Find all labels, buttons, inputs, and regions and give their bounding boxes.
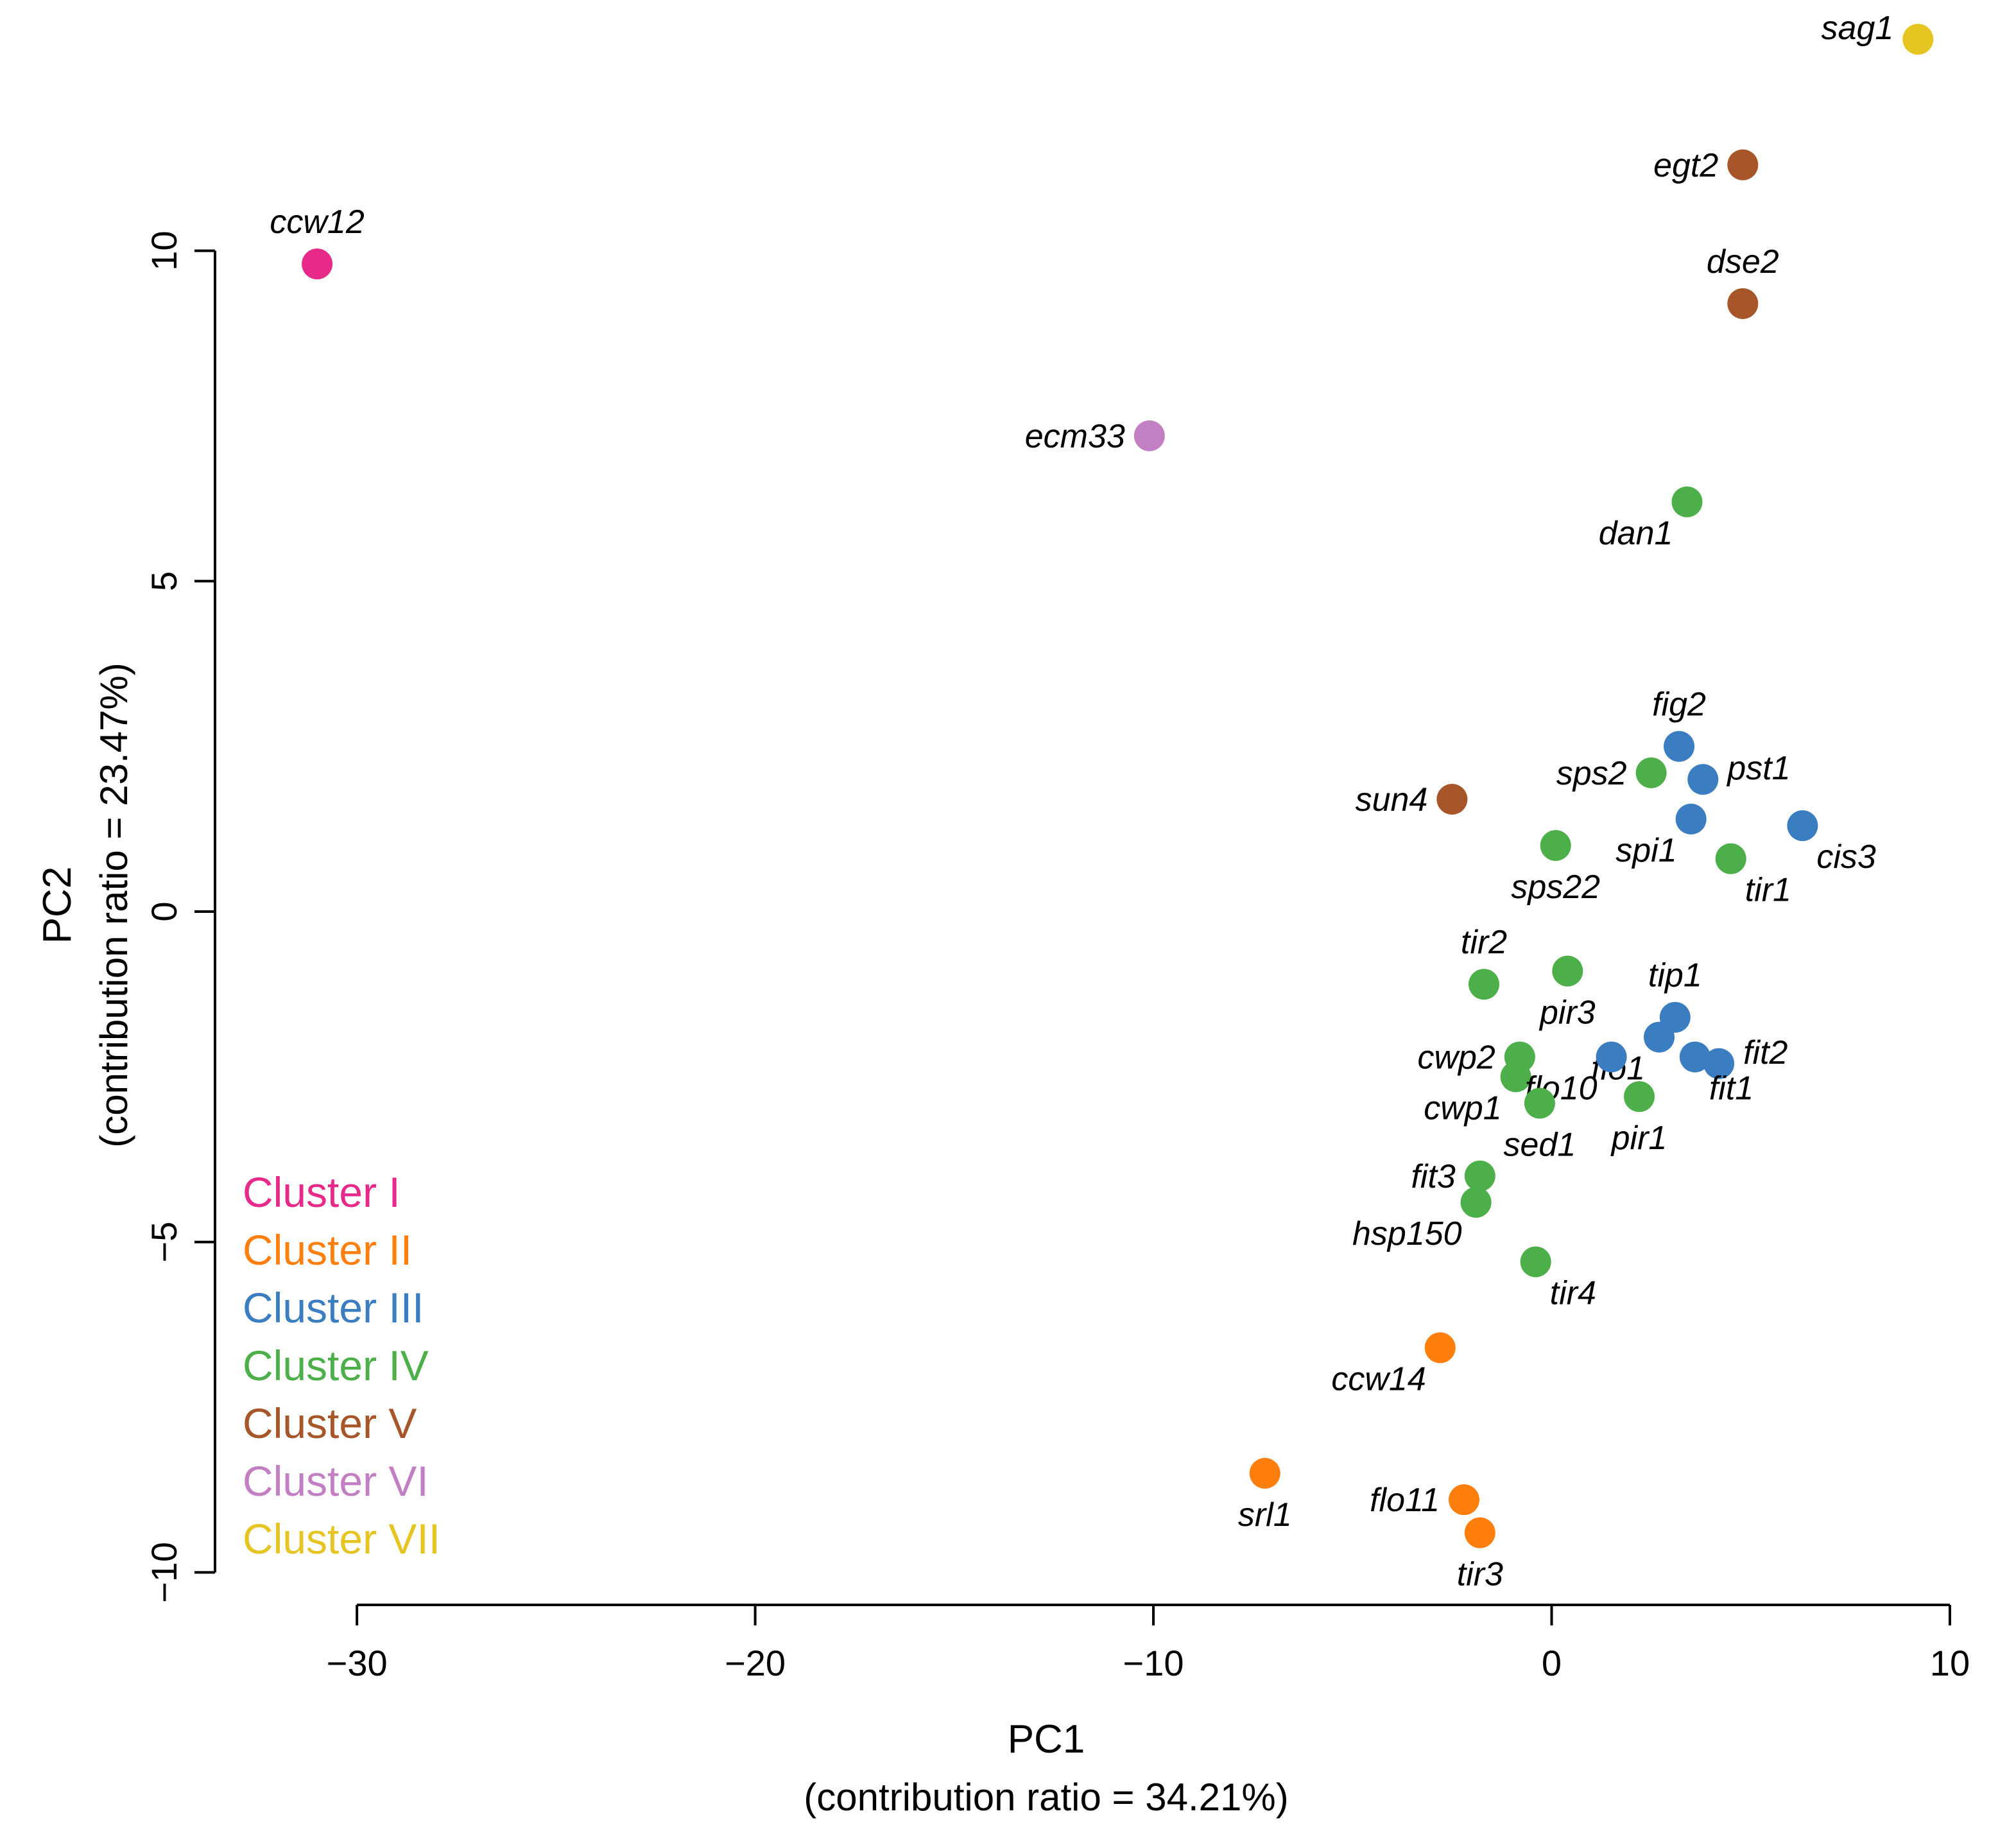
point-sps2 (1635, 757, 1667, 788)
point-flo10 (1596, 1041, 1627, 1073)
legend-entry-3: Cluster III (243, 1284, 424, 1331)
point-label-tir1: tir1 (1745, 872, 1791, 909)
point-label-spi1: spi1 (1615, 832, 1676, 869)
point-tir1 (1715, 843, 1746, 874)
x-axis-title: PC1 (1008, 1717, 1085, 1762)
y-tick-label: 5 (144, 571, 184, 591)
x-tick-label: 0 (1542, 1643, 1562, 1683)
point-label-tir4: tir4 (1550, 1275, 1596, 1312)
legend-entry-4: Cluster IV (243, 1342, 429, 1389)
point-flo1 (1644, 1021, 1675, 1053)
point-label-sps2: sps2 (1556, 755, 1627, 792)
point-label-ccw14: ccw14 (1331, 1360, 1426, 1398)
legend-entry-6: Cluster VI (243, 1457, 429, 1505)
point-label-egt2: egt2 (1653, 147, 1718, 184)
data-points: ccw12 ecm33 sag1 egt2 dse2 dan1 fig2 pst1 sps2 su… (270, 10, 1934, 1593)
point-sps22 (1540, 830, 1571, 862)
x-tick-label: −10 (1123, 1643, 1184, 1683)
point-egt2 (1727, 149, 1759, 180)
point-tir2 (1469, 969, 1500, 1000)
point-cwp1 (1500, 1061, 1531, 1093)
point-label-pir3: pir3 (1538, 994, 1596, 1032)
point-srl1 (1249, 1458, 1280, 1489)
y-tick-label: 0 (144, 901, 184, 921)
point-label-sag1: sag1 (1822, 10, 1894, 47)
y-axis-subtitle: (contribution ratio = 23.47%) (92, 663, 135, 1147)
point-label-dse2: dse2 (1707, 243, 1779, 281)
point-tir3 (1464, 1517, 1495, 1548)
point-sed1 (1524, 1087, 1555, 1119)
x-axis-subtitle: (contribution ratio = 34.21%) (804, 1776, 1288, 1819)
axes: −30 −20 −10 0 10 −10 −5 0 5 10 (144, 230, 1970, 1683)
point-label-srl1: srl1 (1238, 1496, 1292, 1534)
point-flo11 (1449, 1484, 1479, 1516)
point-label-fig2: fig2 (1652, 686, 1706, 723)
x-tick-label: −30 (327, 1643, 388, 1683)
y-axis-title: PC2 (35, 867, 80, 944)
point-label-cis3: cis3 (1816, 838, 1876, 876)
point-label-tir2: tir2 (1461, 924, 1507, 961)
point-label-dan1: dan1 (1599, 515, 1673, 552)
point-label-pir1: pir1 (1610, 1120, 1667, 1157)
legend: Cluster I Cluster II Cluster III Cluster IV… (243, 1168, 440, 1563)
point-label-pst1: pst1 (1726, 750, 1790, 787)
point-label-fit2: fit2 (1743, 1034, 1788, 1071)
point-label-fit1: fit1 (1709, 1070, 1753, 1107)
point-label-flo11: flo11 (1370, 1482, 1440, 1519)
x-axis-ticks: −30 −20 −10 0 10 (327, 1605, 1970, 1683)
x-tick-label: −20 (725, 1643, 786, 1683)
point-fit3 (1464, 1160, 1495, 1191)
point-fig2 (1664, 731, 1695, 762)
legend-entry-1: Cluster I (243, 1168, 401, 1216)
point-sun4 (1436, 784, 1468, 815)
point-pst1 (1687, 764, 1719, 795)
point-spi1 (1675, 803, 1707, 835)
y-tick-label: −10 (144, 1542, 184, 1603)
point-pir3 (1552, 955, 1583, 987)
legend-entry-5: Cluster V (243, 1399, 417, 1447)
point-label-cwp1: cwp1 (1424, 1089, 1501, 1127)
point-ccw14 (1424, 1332, 1456, 1364)
point-label-hsp150: hsp150 (1352, 1215, 1462, 1252)
point-pir1 (1624, 1081, 1655, 1113)
point-label-tip1: tip1 (1648, 957, 1702, 994)
point-fit1 (1679, 1041, 1710, 1073)
point-sag1 (1902, 24, 1934, 55)
point-label-sed1: sed1 (1504, 1127, 1576, 1164)
point-label-ccw12: ccw12 (270, 204, 364, 241)
point-cis3 (1787, 810, 1818, 842)
point-ccw12 (302, 248, 333, 280)
point-tir4 (1520, 1246, 1551, 1277)
legend-entry-7: Cluster VII (243, 1515, 440, 1563)
point-dse2 (1727, 288, 1759, 319)
point-label-sps22: sps22 (1511, 869, 1600, 906)
point-label-sun4: sun4 (1356, 781, 1428, 818)
point-dan1 (1671, 486, 1703, 517)
y-axis-ticks: −10 −5 0 5 10 (144, 230, 215, 1603)
point-ecm33 (1133, 420, 1165, 451)
point-label-tir3: tir3 (1457, 1556, 1503, 1593)
point-label-fit3: fit3 (1411, 1158, 1455, 1195)
y-tick-label: 10 (144, 230, 184, 270)
y-tick-label: −5 (144, 1222, 184, 1263)
point-label-cwp2: cwp2 (1417, 1039, 1495, 1076)
point-hsp150 (1460, 1186, 1492, 1218)
legend-entry-2: Cluster II (243, 1226, 412, 1274)
x-tick-label: 10 (1930, 1643, 1970, 1683)
point-label-ecm33: ecm33 (1025, 418, 1125, 455)
point-fit2 (1703, 1048, 1735, 1079)
